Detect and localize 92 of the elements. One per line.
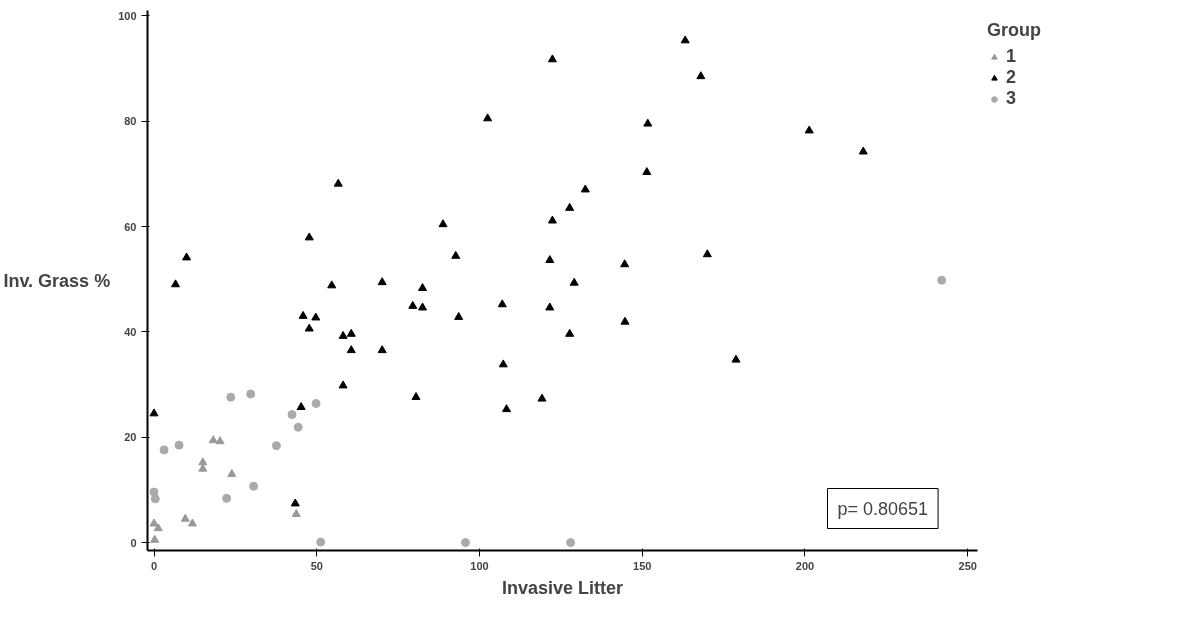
point (150, 534, 160, 543)
point (620, 259, 630, 268)
y-tick-label: 20 (124, 431, 137, 444)
point (502, 404, 512, 413)
point (316, 537, 326, 547)
point (702, 249, 712, 258)
x-axis-title: Invasive Litter (501, 577, 624, 598)
point (620, 316, 630, 325)
x-tick-label: 150 (633, 559, 652, 572)
point (545, 302, 555, 311)
x-tick-label: 250 (958, 559, 977, 572)
y-tick-label: 80 (124, 115, 137, 128)
point (296, 402, 306, 411)
point (149, 518, 159, 527)
point (227, 468, 237, 477)
legend-label: 2 (1006, 67, 1017, 88)
point (346, 328, 356, 337)
point (291, 509, 301, 517)
point (569, 277, 579, 286)
point (170, 279, 180, 288)
point (937, 275, 947, 285)
point (182, 252, 192, 261)
legend-title: Group (987, 20, 1041, 41)
point (498, 359, 508, 368)
point (408, 300, 418, 309)
point (858, 146, 868, 155)
point (418, 302, 428, 311)
point (333, 178, 343, 187)
point (311, 399, 321, 409)
point (411, 392, 421, 400)
point (150, 494, 160, 504)
point (547, 215, 557, 224)
point (642, 167, 652, 176)
x-tick-label: 50 (310, 559, 323, 572)
point (346, 345, 356, 354)
x-tick-label: 0 (150, 559, 158, 572)
point (547, 54, 557, 63)
point (249, 481, 259, 491)
point (731, 354, 741, 363)
point (680, 35, 690, 44)
legend-label: 1 (1006, 46, 1017, 67)
point (545, 255, 555, 264)
point (377, 345, 387, 354)
annotation: p= 0.80651 (837, 498, 929, 519)
x-tick-label: 200 (795, 559, 815, 572)
point (304, 232, 314, 241)
point (377, 277, 387, 286)
y-tick-label: 40 (124, 325, 137, 338)
point (497, 299, 507, 308)
y-axis-title: Inv. Grass % (3, 270, 111, 291)
point (461, 538, 470, 548)
x-tick-label: 100 (470, 559, 489, 572)
point (566, 538, 576, 548)
point (580, 184, 590, 193)
point (246, 389, 256, 399)
point (226, 392, 236, 402)
point (565, 202, 575, 211)
point (537, 393, 547, 402)
point (483, 113, 493, 122)
point (198, 457, 208, 466)
point (418, 283, 428, 291)
point (271, 441, 281, 451)
point (565, 328, 575, 337)
point (215, 436, 225, 445)
point (438, 219, 448, 228)
point (311, 312, 321, 321)
point (304, 323, 314, 332)
y-tick-label: 60 (124, 220, 137, 233)
point (338, 330, 348, 339)
point (208, 435, 218, 444)
point (293, 422, 303, 432)
point (290, 498, 300, 507)
y-tick-label: 100 (118, 9, 137, 22)
point (338, 380, 348, 389)
point (696, 71, 706, 80)
point (159, 445, 169, 455)
y-tick-label: 0 (130, 536, 137, 549)
point (327, 280, 337, 289)
point (222, 493, 232, 503)
point (153, 523, 163, 532)
point (298, 310, 308, 319)
point (180, 513, 190, 522)
point (198, 463, 208, 472)
legend-label: 3 (1006, 88, 1017, 109)
point (454, 312, 464, 320)
point (187, 518, 197, 527)
point (174, 440, 184, 450)
point (287, 410, 297, 420)
point (149, 408, 159, 417)
point (643, 118, 653, 127)
point (451, 250, 461, 259)
point (804, 125, 814, 134)
